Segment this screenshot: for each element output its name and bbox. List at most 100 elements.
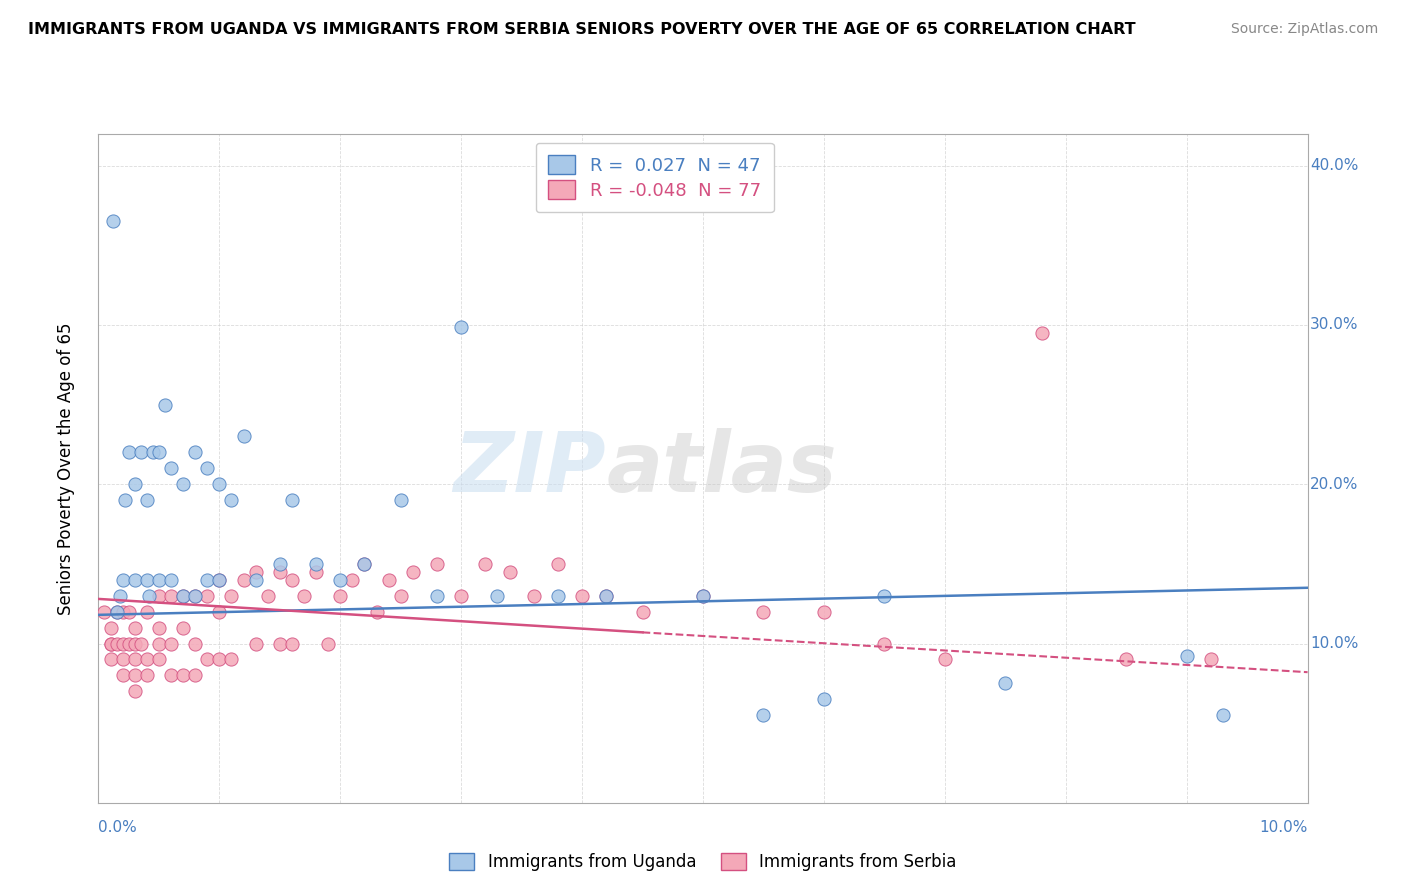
Point	[101, 214, 124, 228]
Point	[124, 477, 146, 491]
Point	[100, 652, 122, 666]
Text: 10.0%: 10.0%	[1310, 636, 1358, 651]
Point	[100, 621, 122, 635]
Point	[184, 668, 207, 682]
Point	[813, 692, 835, 706]
Point	[153, 398, 176, 412]
Point	[269, 565, 291, 579]
Point	[138, 589, 160, 603]
Point	[111, 605, 134, 619]
Point	[100, 636, 122, 650]
Point	[108, 589, 131, 603]
Point	[389, 589, 412, 603]
Point	[195, 573, 218, 587]
Point	[221, 493, 243, 508]
Text: 10.0%: 10.0%	[1260, 820, 1308, 835]
Point	[269, 636, 291, 650]
Point	[221, 589, 243, 603]
Point	[195, 589, 218, 603]
Point	[172, 589, 194, 603]
Point	[245, 573, 267, 587]
Text: 40.0%: 40.0%	[1310, 158, 1358, 173]
Point	[571, 589, 593, 603]
Point	[148, 445, 170, 459]
Point	[994, 676, 1017, 690]
Legend: Immigrants from Uganda, Immigrants from Serbia: Immigrants from Uganda, Immigrants from …	[441, 845, 965, 880]
Point	[498, 565, 520, 579]
Point	[124, 636, 146, 650]
Point	[366, 605, 388, 619]
Point	[873, 636, 896, 650]
Point	[111, 573, 134, 587]
Text: atlas: atlas	[606, 428, 837, 508]
Point	[1031, 326, 1053, 340]
Point	[342, 573, 364, 587]
Point	[135, 652, 157, 666]
Point	[118, 445, 141, 459]
Point	[389, 493, 412, 508]
Point	[474, 557, 496, 571]
Text: ZIP: ZIP	[454, 428, 606, 508]
Point	[752, 708, 775, 723]
Point	[160, 461, 183, 475]
Point	[184, 589, 207, 603]
Point	[329, 589, 352, 603]
Point	[148, 573, 170, 587]
Point	[595, 589, 617, 603]
Point	[148, 589, 170, 603]
Point	[292, 589, 315, 603]
Text: Source: ZipAtlas.com: Source: ZipAtlas.com	[1230, 22, 1378, 37]
Point	[148, 652, 170, 666]
Point	[208, 605, 231, 619]
Point	[692, 589, 714, 603]
Point	[873, 589, 896, 603]
Point	[353, 557, 375, 571]
Point	[281, 573, 304, 587]
Point	[595, 589, 617, 603]
Point	[93, 605, 115, 619]
Point	[172, 589, 194, 603]
Point	[692, 589, 714, 603]
Point	[184, 445, 207, 459]
Text: 30.0%: 30.0%	[1310, 318, 1358, 333]
Point	[208, 573, 231, 587]
Point	[160, 636, 183, 650]
Point	[547, 589, 569, 603]
Point	[148, 621, 170, 635]
Point	[142, 445, 165, 459]
Point	[105, 605, 128, 619]
Point	[208, 652, 231, 666]
Point	[118, 636, 141, 650]
Point	[232, 573, 254, 587]
Point	[208, 477, 231, 491]
Point	[450, 319, 472, 334]
Point	[232, 429, 254, 443]
Point	[135, 605, 157, 619]
Point	[426, 589, 449, 603]
Point	[329, 573, 352, 587]
Point	[160, 573, 183, 587]
Point	[486, 589, 509, 603]
Point	[813, 605, 835, 619]
Point	[426, 557, 449, 571]
Point	[148, 636, 170, 650]
Point	[402, 565, 425, 579]
Point	[195, 461, 218, 475]
Point	[184, 589, 207, 603]
Point	[934, 652, 956, 666]
Point	[118, 605, 141, 619]
Point	[160, 589, 183, 603]
Point	[752, 605, 775, 619]
Point	[172, 477, 194, 491]
Point	[135, 573, 157, 587]
Point	[523, 589, 546, 603]
Point	[129, 636, 152, 650]
Point	[111, 652, 134, 666]
Point	[114, 493, 136, 508]
Point	[172, 621, 194, 635]
Point	[111, 668, 134, 682]
Point	[1115, 652, 1137, 666]
Point	[100, 636, 122, 650]
Y-axis label: Seniors Poverty Over the Age of 65: Seniors Poverty Over the Age of 65	[56, 322, 75, 615]
Point	[124, 573, 146, 587]
